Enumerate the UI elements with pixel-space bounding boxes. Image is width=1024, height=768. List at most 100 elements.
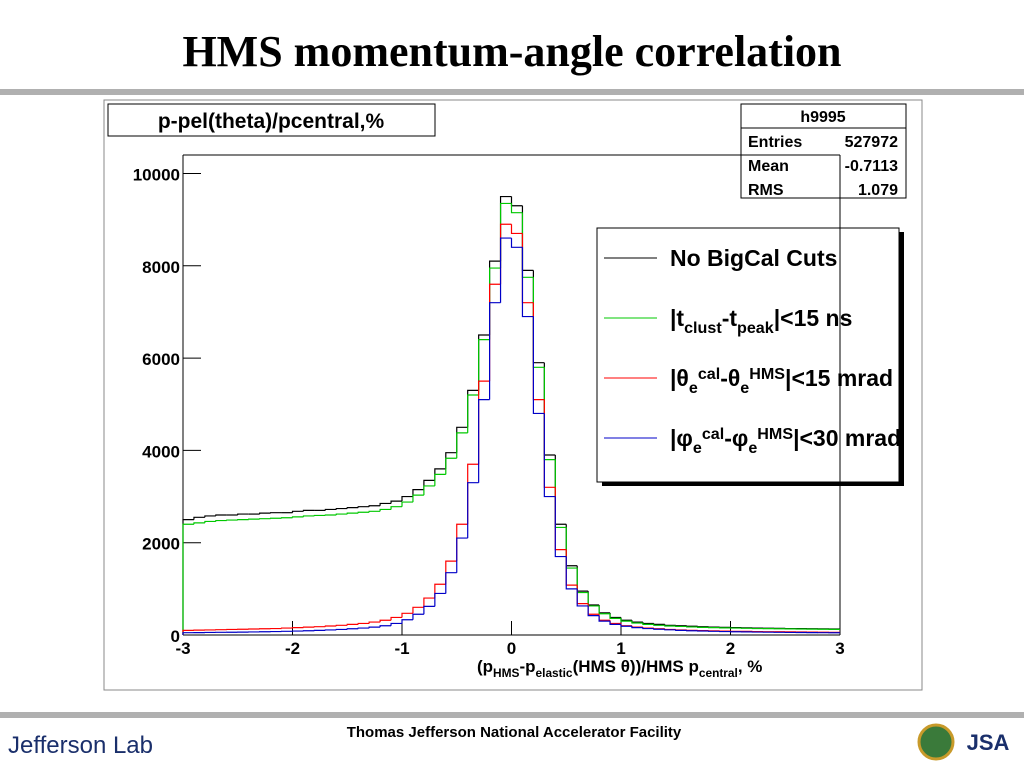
x-tick-label: -3	[175, 639, 190, 658]
histogram-bin	[357, 622, 370, 625]
histogram-bin	[379, 502, 392, 506]
histogram-bin	[204, 520, 216, 523]
stats-value: -0.7113	[845, 158, 898, 175]
histogram-bin	[521, 247, 534, 318]
histogram-bin	[368, 626, 381, 629]
stats-name: h9995	[800, 109, 845, 126]
y-tick-label: 0	[171, 627, 180, 646]
legend-label-part: e	[693, 439, 702, 457]
histogram-bin	[653, 628, 665, 630]
histogram-bin	[401, 495, 413, 502]
histogram-bin	[390, 506, 402, 510]
footer-right: JSA	[967, 730, 1010, 755]
histogram-bin	[335, 624, 348, 626]
histogram-bin	[357, 511, 370, 514]
histogram-bin	[390, 622, 402, 626]
histogram-bin	[412, 606, 424, 614]
histogram-bin	[664, 625, 676, 627]
stats-value: 1.079	[858, 182, 898, 199]
histogram-bin	[335, 513, 348, 515]
legend-label-part: |<15 mrad	[785, 365, 893, 391]
histogram-bin	[609, 613, 621, 619]
x-axis-label-part: , %	[738, 657, 763, 676]
x-tick-label: -2	[285, 639, 300, 658]
x-tick-label: 0	[507, 639, 516, 658]
histogram-bin	[478, 399, 490, 483]
histogram-bin	[434, 473, 446, 486]
stats-key: RMS	[748, 182, 784, 199]
histogram-bin	[653, 624, 665, 626]
histogram-bin	[598, 615, 611, 622]
histogram-bin	[456, 537, 468, 573]
pad-title: p-pel(theta)/pcentral,%	[158, 110, 385, 133]
histogram-bin	[237, 513, 249, 515]
histogram-bin	[379, 625, 392, 628]
legend-label-part: HMS	[749, 365, 785, 383]
histogram-bin	[390, 616, 402, 621]
histogram-bin	[204, 515, 216, 518]
histogram-bin	[368, 621, 381, 624]
histogram-bin	[193, 522, 205, 525]
histogram-bin	[631, 626, 643, 629]
stats-key: Entries	[748, 134, 802, 151]
histogram-bin	[368, 505, 381, 507]
y-tick-label: 4000	[142, 442, 180, 461]
histogram-bin	[412, 489, 424, 497]
histogram-bin	[215, 519, 227, 522]
legend-label-part: |<30 mrad	[793, 425, 901, 451]
histogram-bin	[445, 572, 457, 594]
histogram-bin	[379, 619, 392, 623]
histogram-bin	[609, 621, 621, 625]
histogram-bin	[467, 394, 479, 433]
histogram-bin	[302, 509, 315, 512]
x-tick-label: 3	[835, 639, 844, 658]
histogram-bin	[510, 203, 523, 214]
legend-label-part: e	[740, 379, 749, 397]
legend-label-part: cal	[702, 425, 724, 443]
histogram-bin	[642, 623, 654, 625]
legend-label-part: |φ	[670, 425, 693, 451]
legend-label-part: -φ	[724, 425, 748, 451]
pad-title-box	[107, 103, 436, 137]
legend-label-part: cal	[698, 365, 720, 383]
histogram-bin	[510, 224, 523, 235]
legend-label-part: peak	[737, 319, 774, 337]
histogram-bin	[412, 494, 424, 503]
legend-box	[596, 227, 900, 483]
y-tick-label: 8000	[142, 258, 180, 277]
histogram-bin	[193, 516, 205, 520]
stats-box	[740, 103, 907, 199]
histogram-bin	[401, 501, 413, 507]
histogram-bin	[489, 302, 501, 400]
histogram-bin	[324, 508, 337, 511]
legend-label-part: |<15 ns	[774, 305, 853, 331]
histogram-bin	[499, 237, 512, 303]
histogram-bin	[291, 516, 304, 518]
histogram-bin	[587, 605, 600, 617]
y-tick-label: 2000	[142, 535, 180, 554]
histogram-bin	[412, 613, 424, 620]
histogram-bin	[423, 485, 435, 496]
histogram-bin	[215, 514, 227, 516]
histogram-bin	[423, 605, 435, 615]
x-tick-label: -1	[394, 639, 409, 658]
logo-seal	[917, 723, 955, 761]
legend-label-part: -θ	[720, 365, 740, 391]
footer-bar	[0, 712, 1024, 718]
histogram-bin	[467, 482, 479, 539]
histogram-bin	[576, 588, 589, 607]
x-tick-label: 2	[726, 639, 735, 658]
histogram-bin	[346, 512, 359, 515]
histogram-bin	[368, 510, 381, 513]
histogram-bin	[346, 507, 359, 509]
legend-label: |tclust-tpeak|<15 ns	[670, 305, 852, 337]
histogram-bin	[346, 623, 359, 626]
legend-label-part: clust	[684, 319, 722, 337]
histogram-bin	[346, 628, 359, 630]
histogram-series	[182, 237, 840, 635]
stats-key: Mean	[748, 158, 789, 175]
legend-label-part: |t	[670, 305, 684, 331]
histogram-bin	[259, 512, 271, 515]
histogram-bin	[434, 592, 446, 607]
